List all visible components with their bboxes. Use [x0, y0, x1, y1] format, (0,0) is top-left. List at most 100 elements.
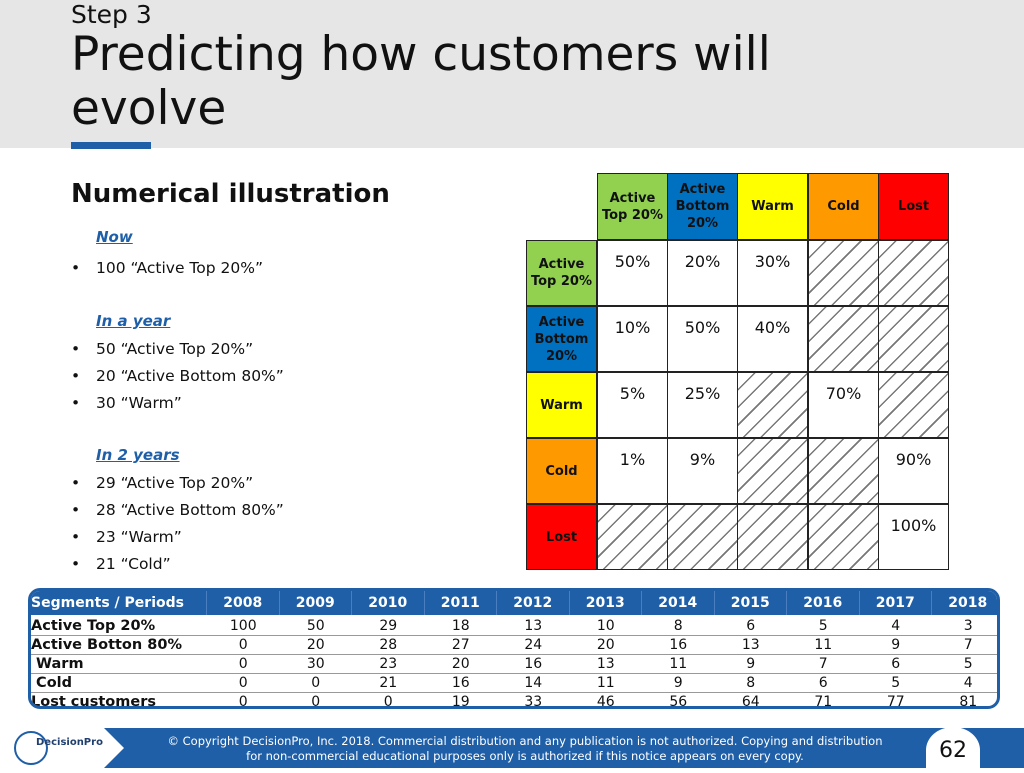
table-cell: 16: [524, 655, 543, 672]
bullet-text: 20 “Active Bottom 80%”: [96, 367, 284, 385]
bullet-icon: •: [71, 474, 81, 492]
segments-table: Segments / Periods 2008 2009 2010 2011 2012 2…: [28, 588, 1000, 709]
matrix-cell-empty: [808, 438, 879, 504]
matrix-row-header: Active Top 20%: [526, 240, 597, 306]
matrix-cell: 25%: [667, 372, 738, 438]
matrix-cell-empty: [878, 240, 949, 306]
table-cell: 56: [669, 693, 688, 709]
matrix-cell: 70%: [808, 372, 879, 438]
table-cell: 0: [311, 674, 321, 691]
matrix-col-header: Active Top 20%: [597, 173, 668, 240]
copyright-notice: © Copyright DecisionPro, Inc. 2018. Comm…: [140, 734, 910, 764]
table-cell: 77: [886, 693, 905, 709]
bullet-text: 50 “Active Top 20%”: [96, 340, 254, 358]
table-cell: 8: [673, 617, 683, 634]
table-cell: 8: [746, 674, 756, 691]
table-cell: 13: [524, 617, 543, 634]
table-cell: 11: [814, 636, 833, 653]
table-header-year: 2016: [787, 591, 860, 615]
table-header-year: 2013: [570, 591, 642, 615]
matrix-cell-value: 90%: [895, 449, 932, 469]
matrix-cell-value: 20%: [684, 251, 721, 271]
section-heading: In a year: [96, 312, 171, 330]
matrix-cell-value: 9%: [689, 449, 716, 469]
table-cell: 14: [524, 674, 543, 691]
bullet-icon: •: [71, 501, 81, 519]
bullet-icon: •: [71, 528, 81, 546]
table-header-year: 2008: [207, 591, 280, 615]
page-number: 62: [926, 727, 980, 773]
slide-header: [0, 0, 1024, 148]
table-row: Active Top 20% 100 50 29 18 13 10 8 6 5 4 3: [31, 616, 997, 635]
table-row-divider: [31, 673, 997, 674]
matrix-cell: 90%: [878, 438, 949, 504]
table-cell: 20: [306, 636, 325, 653]
matrix-cell: 50%: [667, 306, 738, 372]
table-row-label: Warm: [31, 655, 84, 672]
table-cell: 81: [959, 693, 978, 709]
matrix-row-header: Active Bottom 20%: [526, 306, 597, 372]
table-cell: 5: [963, 655, 973, 672]
table-cell: 50: [306, 617, 325, 634]
table-cell: 33: [524, 693, 543, 709]
table-cell: 71: [814, 693, 833, 709]
table-header-year: 2010: [352, 591, 425, 615]
matrix-cell: 10%: [597, 306, 668, 372]
table-cell: 0: [238, 636, 248, 653]
table-cell: 7: [818, 655, 828, 672]
bullet-text: 28 “Active Bottom 80%”: [96, 501, 284, 519]
table-row-label: Active Botton 80%: [31, 636, 182, 653]
matrix-col-header: Cold: [808, 173, 879, 240]
matrix-cell-value: 10%: [614, 317, 651, 337]
table-header-year: 2011: [425, 591, 497, 615]
matrix-row-header: Lost: [526, 504, 597, 570]
section-heading: In 2 years: [96, 446, 180, 464]
bullet-icon: •: [71, 555, 81, 573]
table-header-year: 2012: [497, 591, 570, 615]
table-cell: 100: [229, 617, 257, 634]
matrix-cell-empty: [808, 306, 879, 372]
matrix-cell-value: 70%: [825, 383, 862, 403]
bullet-icon: •: [71, 259, 81, 277]
title-accent-bar: [71, 142, 151, 149]
matrix-cell-empty: [737, 438, 808, 504]
table-cell: 13: [741, 636, 760, 653]
table-cell: 9: [891, 636, 901, 653]
table-cell: 11: [596, 674, 615, 691]
table-header-year: 2014: [642, 591, 715, 615]
table-cell: 29: [379, 617, 398, 634]
table-cell: 21: [379, 674, 398, 691]
table-cell: 16: [451, 674, 470, 691]
table-row: Lost customers 0 0 0 19 33 46 56 64 71 77 81: [31, 692, 997, 709]
matrix-row-header: Warm: [526, 372, 597, 438]
table-cell: 0: [383, 693, 393, 709]
subtitle: Numerical illustration: [71, 179, 390, 209]
table-cell: 16: [669, 636, 688, 653]
matrix-cell-value: 25%: [684, 383, 721, 403]
table-header-segments: Segments / Periods: [31, 591, 207, 615]
logo-icon: [14, 731, 48, 765]
matrix-row-header: Cold: [526, 438, 597, 504]
table-cell: 0: [238, 674, 248, 691]
table-row: Warm 0 30 23 20 16 13 11 9 7 6 5: [31, 654, 997, 673]
bullet-icon: •: [71, 340, 81, 358]
bullet-text: 23 “Warm”: [96, 528, 182, 546]
table-cell: 27: [451, 636, 470, 653]
table-header: Segments / Periods 2008 2009 2010 2011 2012 2…: [31, 591, 997, 615]
copyright-line-1: © Copyright DecisionPro, Inc. 2018. Comm…: [167, 734, 883, 748]
matrix-cell-value: 50%: [614, 251, 651, 271]
table-cell: 0: [311, 693, 321, 709]
matrix-cell: 20%: [667, 240, 738, 306]
table-cell: 46: [596, 693, 615, 709]
table-header-year: 2015: [715, 591, 787, 615]
table-cell: 19: [451, 693, 470, 709]
matrix-cell-value: 40%: [754, 317, 791, 337]
matrix-cell-value: 50%: [684, 317, 721, 337]
table-cell: 20: [596, 636, 615, 653]
bullet-text: 30 “Warm”: [96, 394, 182, 412]
table-cell: 4: [963, 674, 973, 691]
footer-bar: [0, 728, 1024, 768]
table-cell: 18: [451, 617, 470, 634]
bullet-text: 21 “Cold”: [96, 555, 171, 573]
table-cell: 7: [963, 636, 973, 653]
